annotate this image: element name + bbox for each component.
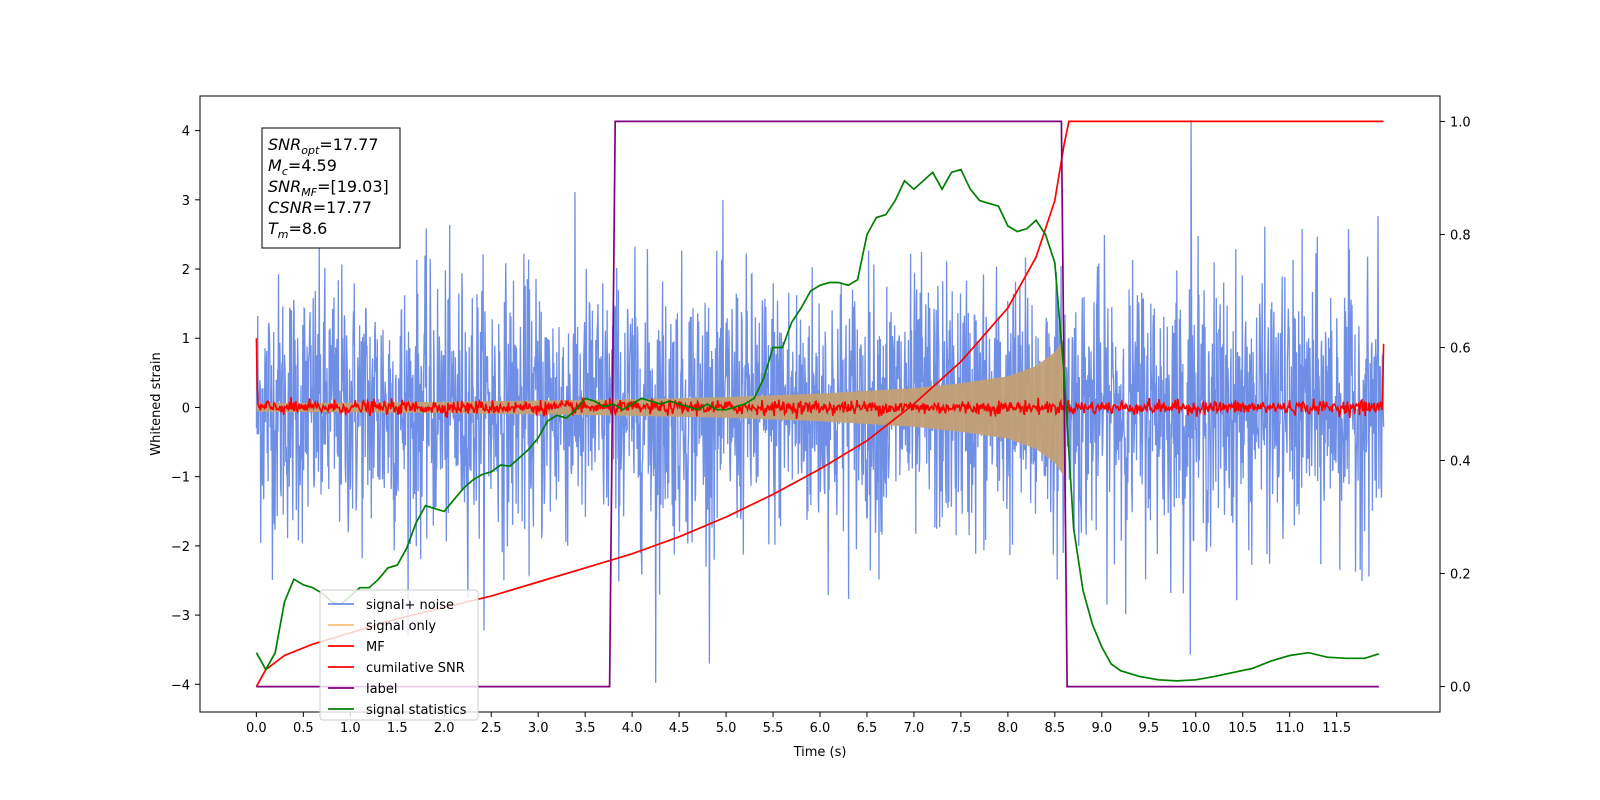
annotation-line: Mc=4.59 (268, 156, 337, 178)
y-tick-label: 1 (182, 332, 190, 347)
y2-tick-label: 1.0 (1450, 115, 1471, 130)
x-tick-label: 8.5 (1045, 721, 1066, 736)
series-label (256, 120, 1379, 688)
y-tick-label: 0 (182, 401, 190, 416)
y-tick-label: 2 (182, 263, 190, 278)
x-tick-label: 5.5 (763, 721, 784, 736)
legend-label: signal+ noise (366, 598, 454, 613)
y2-tick-label: 0.6 (1450, 341, 1471, 356)
x-tick-label: 4.0 (622, 721, 643, 736)
y2-tick-label: 0.0 (1450, 681, 1471, 696)
y-tick-label: −3 (171, 609, 190, 624)
x-tick-label: 9.0 (1091, 721, 1112, 736)
legend: signal+ noise signal only MF cumilative SNR… (319, 589, 479, 721)
x-tick-label: 1.5 (387, 721, 408, 736)
y-tick-label: 3 (182, 194, 190, 209)
legend-label: MF (366, 640, 385, 655)
annotation-line: SNRopt=17.77 (268, 135, 379, 157)
annotation-line: Tm=8.6 (268, 219, 327, 241)
y-axis-right: 0.0 0.2 0.4 0.6 0.8 1.0 (1440, 115, 1471, 696)
legend-frame (319, 589, 479, 721)
legend-label: label (366, 682, 397, 697)
x-tick-label: 1.0 (340, 721, 361, 736)
x-tick-label: 3.0 (528, 721, 549, 736)
annotation-frame (261, 127, 401, 249)
legend-label: signal only (366, 619, 436, 634)
annotation-box: SNRopt=17.77Mc=4.59SNRMF=[19.03]CSNR=17.… (261, 127, 401, 249)
annotation-line: CSNR=17.77 (268, 198, 372, 217)
x-tick-label: 6.5 (857, 721, 878, 736)
y-tick-label: −4 (171, 678, 190, 693)
y-axis-label: Whitened strain (149, 352, 164, 455)
y-tick-label: −2 (171, 540, 190, 555)
x-tick-label: 8.0 (998, 721, 1019, 736)
y2-tick-label: 0.4 (1450, 455, 1471, 470)
x-tick-label: 11.5 (1322, 721, 1351, 736)
annotation-line: SNRMF=[19.03] (268, 177, 389, 199)
x-tick-label: 2.0 (434, 721, 455, 736)
x-tick-label: 4.5 (669, 721, 690, 736)
x-tick-label: 2.5 (481, 721, 502, 736)
y-axis-left: −4 −3 −2 −1 0 1 2 3 4 (171, 125, 200, 693)
x-tick-label: 10.5 (1228, 721, 1257, 736)
legend-label: signal statistics (366, 703, 467, 718)
y-tick-label: −1 (171, 471, 190, 486)
x-axis-label: Time (s) (793, 745, 847, 760)
legend-label: cumilative SNR (366, 661, 465, 676)
x-tick-label: 11.0 (1275, 721, 1304, 736)
x-tick-label: 5.0 (716, 721, 737, 736)
x-tick-label: 9.5 (1138, 721, 1159, 736)
y2-tick-label: 0.2 (1450, 568, 1471, 583)
x-axis: 0.0 0.5 1.0 1.5 2.0 2.5 3.0 3.5 4.0 4.5 5.0 5.5 6.0 6… (246, 712, 1351, 736)
series-signal-statistics (255, 168, 1380, 682)
x-tick-label: 10.0 (1181, 721, 1210, 736)
x-tick-label: 0.5 (293, 721, 314, 736)
y-tick-label: 4 (182, 125, 190, 140)
x-tick-label: 7.0 (904, 721, 925, 736)
x-tick-label: 0.0 (246, 721, 267, 736)
x-tick-label: 3.5 (575, 721, 596, 736)
series-mf (255, 338, 1385, 420)
mf-layer (255, 338, 1385, 420)
x-tick-label: 7.5 (951, 721, 972, 736)
y2-tick-label: 0.8 (1450, 228, 1471, 243)
x-tick-label: 6.0 (810, 721, 831, 736)
